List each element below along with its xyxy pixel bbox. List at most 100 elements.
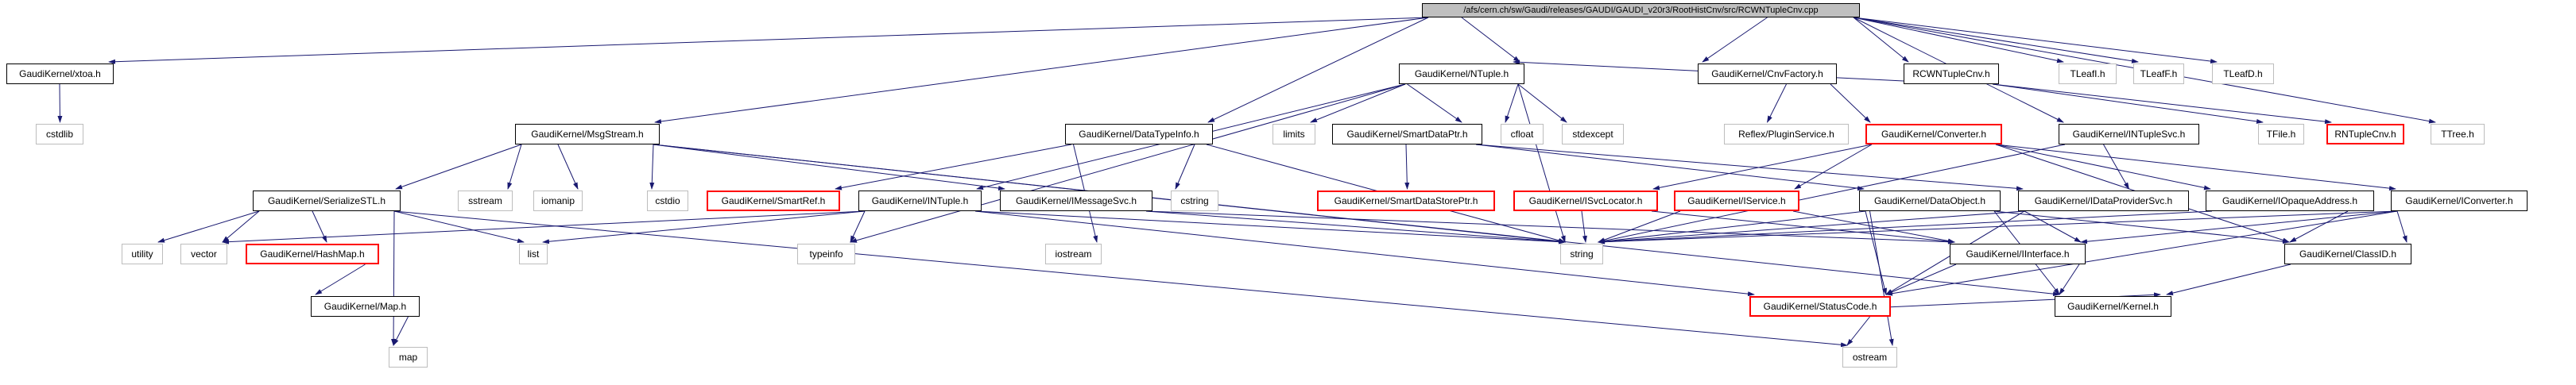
include-edge-isvclocator-string — [1581, 210, 1587, 243]
include-edge-rcwntuplecnv-tfile — [1992, 83, 2264, 124]
include-edge-ntuple-smartdataptr — [1407, 83, 1462, 123]
graph-node-sstream: sstream — [458, 191, 513, 211]
include-edge-iconverter-string — [1598, 210, 2398, 244]
include-edge-intuplesvc-string — [1598, 144, 2066, 244]
include-edge-ntuple-typeinfo — [850, 83, 1406, 243]
include-edge-root-ntuple — [1461, 17, 1520, 63]
graph-node-intuple[interactable]: GaudiKernel/INTuple.h — [858, 191, 982, 211]
include-edge-msgstream-iomanip — [557, 144, 579, 190]
include-edge-root-xtoa — [108, 17, 1429, 64]
graph-node-hashmap[interactable]: GaudiKernel/HashMap.h — [246, 244, 379, 264]
include-edge-gmap-map_std — [393, 316, 409, 346]
include-edge-root-tleafi — [1853, 17, 2064, 64]
graph-node-tleaff: TLeafF.h — [2133, 64, 2184, 84]
include-edge-ntuple-stdexcept — [1517, 83, 1567, 123]
include-edge-iconverter-iinterface — [2080, 210, 2398, 244]
include-edge-rcwntuplecnv-rntuplecnv — [1992, 83, 2332, 125]
graph-node-smartdataptr[interactable]: GaudiKernel/SmartDataPtr.h — [1332, 124, 1482, 144]
graph-node-classid[interactable]: GaudiKernel/ClassID.h — [2284, 244, 2411, 264]
graph-node-iconverter[interactable]: GaudiKernel/IConverter.h — [2391, 191, 2528, 211]
graph-node-ostream: ostream — [1842, 347, 1897, 368]
graph-node-iinterface[interactable]: GaudiKernel/IInterface.h — [1950, 244, 2086, 264]
include-edge-msgstream-sstream — [507, 144, 522, 190]
graph-node-statuscode[interactable]: GaudiKernel/StatusCode.h — [1749, 296, 1891, 317]
include-edge-smartdataptr-dataobject — [1475, 144, 1865, 191]
graph-node-serializestl[interactable]: GaudiKernel/SerializeSTL.h — [253, 191, 401, 211]
include-edge-iservice-iinterface — [1792, 210, 1955, 244]
graph-node-gmap[interactable]: GaudiKernel/Map.h — [311, 296, 420, 317]
graph-node-dataobject[interactable]: GaudiKernel/DataObject.h — [1859, 191, 2001, 211]
graph-node-datatypeinfo[interactable]: GaudiKernel/DataTypeInfo.h — [1065, 124, 1213, 144]
graph-node-rcwntuplecnv[interactable]: RCWNTupleCnv.h — [1904, 64, 1999, 84]
include-edge-iopaqueaddress-string — [1598, 210, 2213, 244]
graph-node-typeinfo: typeinfo — [797, 244, 855, 264]
graph-node-cnvfactory[interactable]: GaudiKernel/CnvFactory.h — [1698, 64, 1837, 84]
include-edge-hashmap-gmap — [315, 264, 366, 295]
include-edge-dataobject-ostream — [1869, 210, 1894, 346]
graph-node-vector: vector — [180, 244, 227, 264]
graph-node-smartref[interactable]: GaudiKernel/SmartRef.h — [707, 191, 840, 211]
include-edge-serializestl-vector — [222, 210, 260, 243]
graph-node-utility: utility — [122, 244, 163, 264]
graph-node-tfile: TFile.h — [2258, 124, 2304, 144]
graph-node-ttree: TTree.h — [2431, 124, 2485, 144]
include-edge-converter-isvclocator — [1652, 144, 1873, 191]
graph-node-converter[interactable]: GaudiKernel/Converter.h — [1865, 124, 2002, 144]
include-edge-cnvfactory-converter — [1830, 83, 1871, 123]
include-edge-converter-iopaqueaddress — [1995, 144, 2211, 191]
graph-node-msgstream[interactable]: GaudiKernel/MsgStream.h — [515, 124, 660, 144]
graph-node-list: list — [519, 244, 548, 264]
include-edge-iconverter-statuscode — [1885, 210, 2398, 296]
include-edge-serializestl-ostream — [393, 210, 1848, 348]
include-edge-cnvfactory-pluginservice — [1767, 83, 1787, 123]
include-edge-smartdataptr-smartdatastoreptr — [1404, 144, 1410, 190]
graph-node-iostream: iostream — [1045, 244, 1102, 264]
graph-node-iomanip: iomanip — [533, 191, 583, 211]
graph-root-node: /afs/cern.ch/sw/Gaudi/releases/GAUDI/GAU… — [1422, 3, 1860, 17]
graph-node-ntuple[interactable]: GaudiKernel/NTuple.h — [1399, 64, 1524, 84]
include-edge-ntuple-cfloat — [1505, 83, 1519, 123]
graph-node-limits: limits — [1273, 124, 1315, 144]
graph-node-smartdatastoreptr[interactable]: GaudiKernel/SmartDataStorePtr.h — [1317, 191, 1495, 211]
graph-node-idataprovidersvc[interactable]: GaudiKernel/IDataProviderSvc.h — [2018, 191, 2189, 211]
include-edge-smartdataptr-idataprovidersvc — [1475, 144, 2024, 191]
graph-node-kernel[interactable]: GaudiKernel/Kernel.h — [2055, 296, 2171, 317]
graph-node-intuplesvc[interactable]: GaudiKernel/INTupleSvc.h — [2059, 124, 2199, 144]
graph-node-cstdlib: cstdlib — [36, 124, 83, 144]
include-edge-ntuple-limits — [1310, 83, 1406, 123]
include-edge-serializestl-list — [393, 210, 525, 244]
include-edge-isvclocator-iinterface — [1651, 210, 1955, 244]
include-edge-imessagesvc-iinterface — [1145, 210, 1955, 244]
include-edge-serializestl-utility — [157, 210, 260, 243]
include-edge-intuple-statuscode — [974, 210, 1755, 297]
include-edge-intuple-typeinfo — [850, 210, 866, 243]
include-edge-datatypeinfo-cstring — [1175, 144, 1195, 190]
graph-node-xtoa[interactable]: GaudiKernel/xtoa.h — [6, 64, 114, 84]
graph-node-imessagesvc[interactable]: GaudiKernel/IMessageSvc.h — [1000, 191, 1152, 211]
graph-node-iopaqueaddress[interactable]: GaudiKernel/IOpaqueAddress.h — [2206, 191, 2374, 211]
include-edge-root-msgstream — [654, 17, 1429, 124]
graph-node-isvclocator[interactable]: GaudiKernel/ISvcLocator.h — [1513, 191, 1658, 211]
include-edge-root-tleaff — [1853, 17, 2139, 64]
include-edge-msgstream-imessagesvc — [653, 144, 1005, 191]
include-edge-msgstream-serializestl — [395, 144, 522, 190]
include-edge-iinterface-statuscode — [1885, 264, 1957, 295]
graph-node-rntuplecnv[interactable]: RNTupleCnv.h — [2326, 124, 2404, 144]
include-edge-iopaqueaddress-classid — [2289, 210, 2349, 243]
graph-node-cstring: cstring — [1171, 191, 1218, 211]
include-edge-iconverter-classid — [2396, 210, 2407, 243]
graph-node-iservice[interactable]: GaudiKernel/IService.h — [1674, 191, 1799, 211]
include-edge-intuple-string — [974, 210, 1566, 244]
graph-node-tleafi: TLeafI.h — [2059, 64, 2117, 84]
include-edge-idataprovidersvc-string — [1598, 210, 2025, 244]
include-edge-converter-iconverter — [1995, 144, 2396, 191]
include-edge-datatypeinfo-smartref — [835, 144, 1072, 191]
include-edge-dataobject-statuscode — [1865, 210, 1887, 295]
include-edge-converter-iservice — [1794, 144, 1873, 190]
include-edge-msgstream-cstdio — [649, 144, 655, 190]
include-edge-dataobject-string — [1598, 210, 1866, 244]
include-edge-statuscode-ostream — [1846, 316, 1870, 346]
include-edge-idataprovidersvc-iinterface — [2024, 210, 2082, 243]
include-edge-intuplesvc-idataprovidersvc — [2103, 144, 2129, 190]
